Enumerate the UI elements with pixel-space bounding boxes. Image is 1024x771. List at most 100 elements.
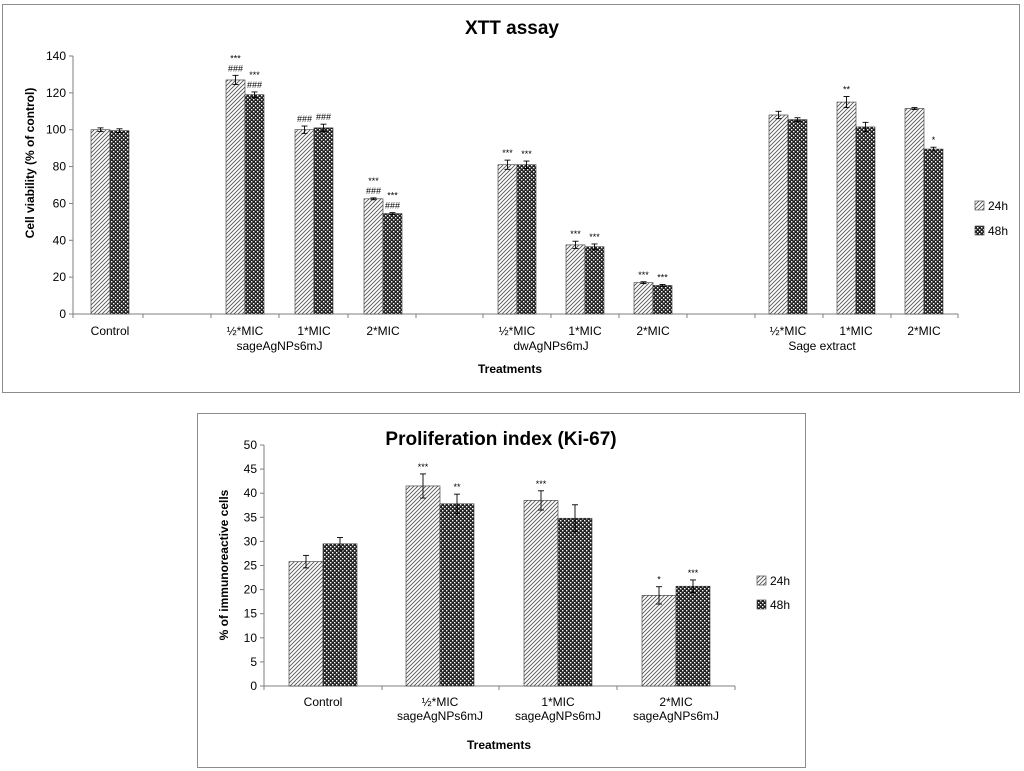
- y-tick-label: 140: [46, 49, 66, 63]
- bar-24h-9: [904, 108, 925, 315]
- significance-label: *: [657, 575, 661, 585]
- y-tick-label: 80: [53, 160, 67, 174]
- x-tick-label: 2*MIC: [907, 324, 941, 338]
- x-axis-label: Treatments: [478, 362, 542, 376]
- legend-swatch-48h: [974, 225, 985, 236]
- y-tick-label: 50: [244, 438, 258, 452]
- y-tick-label: 20: [53, 270, 67, 284]
- y-axis-label: % of immunoreactive cells: [217, 489, 231, 640]
- y-tick-label: 25: [244, 559, 258, 573]
- bar-48h-0: [109, 130, 130, 315]
- bar-48h-8: [855, 126, 876, 315]
- significance-label: ***: [688, 568, 699, 578]
- bar-48h-4: [516, 164, 537, 315]
- bar-48h-7: [787, 119, 808, 315]
- x-tick-label: 1*MIC: [541, 695, 575, 709]
- x-tick-label: 1*MIC: [839, 324, 873, 338]
- y-tick-label: 40: [244, 486, 258, 500]
- bar-48h-2: [557, 517, 593, 687]
- y-tick-label: 0: [59, 307, 66, 321]
- bar-48h-1: [244, 94, 265, 315]
- bar-48h-6: [652, 285, 673, 315]
- significance-label: ###: [366, 186, 381, 196]
- y-tick-label: 40: [53, 233, 67, 247]
- bar-48h-3: [675, 585, 711, 687]
- legend-label-48h: 48h: [988, 224, 1008, 238]
- bar-24h-2: [294, 129, 315, 315]
- x-tick-label: Control: [304, 695, 343, 709]
- y-tick-label: 45: [244, 462, 258, 476]
- legend-label-24h: 24h: [770, 574, 790, 588]
- bar-24h-4: [497, 164, 518, 315]
- legend-label-48h: 48h: [770, 598, 790, 612]
- x-tick-label: 1*MIC: [297, 324, 331, 338]
- bar-24h-1: [405, 485, 441, 687]
- x-tick-label: 2*MIC: [659, 695, 693, 709]
- significance-label: ***: [249, 70, 260, 80]
- bar-48h-1: [439, 503, 475, 687]
- y-axis-label: Cell viability (% of control): [23, 88, 37, 239]
- xtt-chart-panel: XTT assay Cell viability (% of control) …: [2, 4, 1020, 393]
- significance-label: **: [453, 482, 461, 492]
- group-label: dwAgNPs6mJ: [513, 339, 588, 353]
- significance-label: ###: [247, 80, 262, 90]
- y-tick-label: 10: [244, 631, 258, 645]
- bar-24h-6: [633, 282, 654, 315]
- chart-title: Proliferation index (Ki-67): [385, 429, 616, 450]
- y-tick-label: 30: [244, 534, 258, 548]
- bar-24h-8: [836, 101, 857, 315]
- y-tick-label: 35: [244, 510, 258, 524]
- x-tick-label: ½*MIC: [422, 695, 459, 709]
- legend: 24h 48h: [974, 199, 1008, 238]
- group-label: sageAgNPs6mJ: [236, 339, 322, 353]
- legend-label-24h: 24h: [988, 199, 1008, 213]
- y-tick-label: 5: [250, 655, 257, 669]
- bar-48h-5: [584, 246, 605, 315]
- significance-label: ***: [418, 462, 429, 472]
- y-tick-label: 60: [53, 196, 67, 210]
- significance-label: ***: [536, 479, 547, 489]
- x-tick-label: ½*MIC: [499, 324, 536, 338]
- y-tick-label: 0: [250, 679, 257, 693]
- significance-label: ###: [297, 114, 312, 124]
- xtt-chart: XTT assay Cell viability (% of control) …: [23, 18, 1008, 376]
- x-tick-label: sageAgNPs6mJ: [633, 709, 719, 723]
- x-tick-label: 1*MIC: [568, 324, 602, 338]
- x-tick-label: sageAgNPs6mJ: [397, 709, 483, 723]
- y-tick-label: 15: [244, 607, 258, 621]
- x-tick-label: Control: [91, 324, 130, 338]
- significance-label: *: [932, 135, 936, 145]
- ki67-chart-panel: Proliferation index (Ki-67) % of immunor…: [197, 413, 806, 768]
- x-tick-label: ½*MIC: [770, 324, 807, 338]
- x-tick-label: 2*MIC: [636, 324, 670, 338]
- significance-label: ###: [228, 63, 243, 73]
- bar-24h-0: [90, 129, 111, 315]
- legend-swatch-24h: [974, 200, 985, 211]
- x-tick-label: sageAgNPs6mJ: [515, 709, 601, 723]
- significance-label: ***: [521, 149, 532, 159]
- bar-48h-0: [322, 543, 358, 687]
- significance-label: ***: [368, 176, 379, 186]
- bar-24h-0: [288, 561, 324, 687]
- x-tick-label: 2*MIC: [366, 324, 400, 338]
- x-axis-label: Treatments: [467, 738, 531, 752]
- significance-label: ***: [502, 148, 513, 158]
- ki67-chart: Proliferation index (Ki-67) % of immunor…: [217, 429, 790, 752]
- bar-24h-3: [363, 198, 384, 315]
- significance-label: ***: [657, 273, 668, 283]
- significance-label: ***: [230, 53, 241, 63]
- significance-label: ***: [589, 232, 600, 242]
- bar-48h-3: [382, 213, 403, 315]
- significance-label: ***: [638, 270, 649, 280]
- bar-48h-2: [313, 127, 334, 315]
- group-label: Sage extract: [788, 339, 856, 353]
- y-tick-label: 100: [46, 123, 66, 137]
- bar-24h-2: [523, 500, 559, 687]
- y-tick-label: 120: [46, 86, 66, 100]
- x-tick-label: ½*MIC: [227, 324, 264, 338]
- legend-swatch-24h: [756, 575, 767, 586]
- bar-24h-5: [565, 244, 586, 315]
- bar-24h-3: [641, 595, 677, 687]
- y-tick-label: 20: [244, 583, 258, 597]
- legend-swatch-48h: [756, 599, 767, 610]
